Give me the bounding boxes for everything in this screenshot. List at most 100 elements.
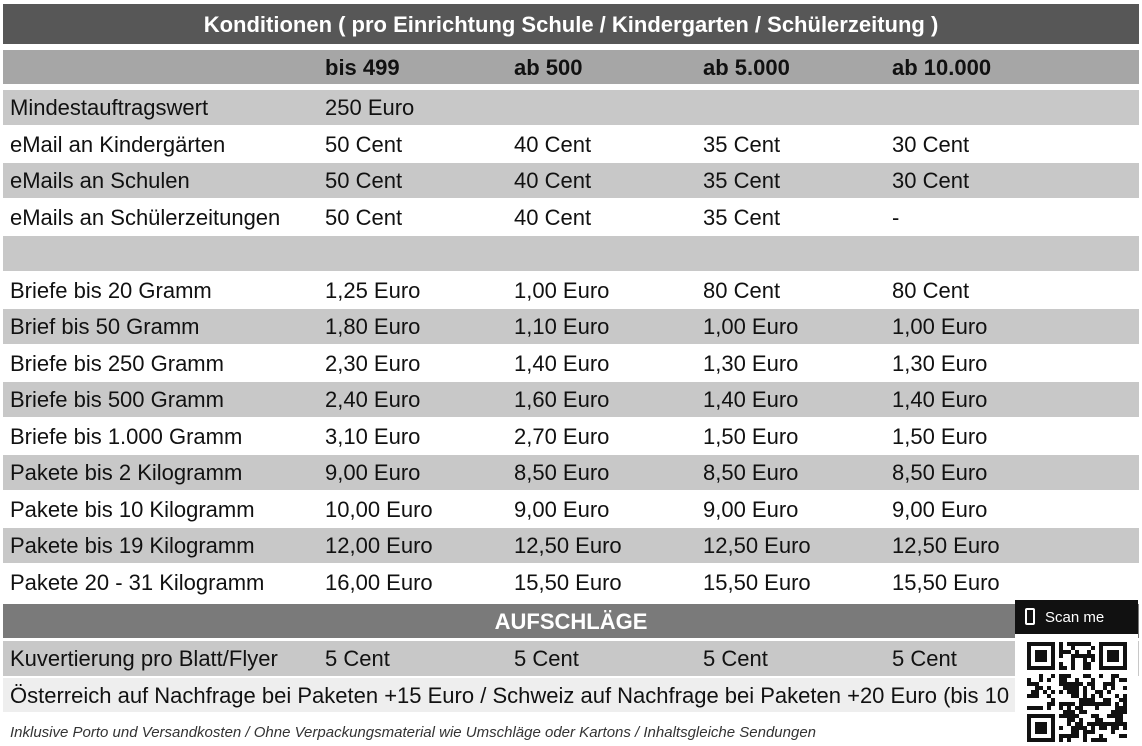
qr-module [1051,698,1055,702]
qr-module [1099,650,1103,654]
qr-module [1095,722,1099,726]
qr-module [1043,650,1047,654]
qr-module [1107,690,1111,694]
qr-module [1027,694,1031,698]
cell: 2,30 Euro [325,350,421,376]
qr-module [1027,642,1031,646]
qr-module [1059,666,1063,670]
qr-module [1083,734,1087,738]
qr-module [1063,710,1067,714]
qr-module [1111,674,1115,678]
qr-module [1051,650,1055,654]
qr-module [1111,658,1115,662]
qr-module [1075,734,1079,738]
qr-module [1087,662,1091,666]
cell: 12,00 Euro [325,533,433,558]
table-row: eMails an Schülerzeitungen 50 Cent 40 Cent… [3,199,1139,235]
row-label: Brief bis 50 Gramm [10,314,200,339]
qr-module [1091,686,1095,690]
cell: 80 Cent [703,277,781,303]
qr-module [1071,658,1075,662]
qr-module [1079,642,1083,646]
qr-module [1091,682,1095,686]
qr-module [1067,690,1071,694]
qr-module [1123,710,1127,714]
qr-module [1071,682,1075,686]
qr-module [1043,658,1047,662]
qr-module [1035,666,1039,670]
qr-module [1047,678,1051,682]
row-label: Briefe bis 20 Gramm [10,277,212,303]
qr-module [1087,730,1091,734]
table-row: Mindestauftragswert 250 Euro [3,90,1139,125]
qr-module [1039,686,1043,690]
qr-module [1091,714,1095,718]
section-title: AUFSCHLÄGE [494,609,648,634]
qr-module [1083,690,1087,694]
qr-module [1087,650,1091,654]
qr-module [1067,642,1071,646]
cell: 1,00 Euro [703,314,799,339]
qr-module [1035,682,1039,686]
cell: 5 Cent [703,646,768,671]
qr-module [1063,714,1067,718]
qr-module [1035,730,1039,734]
qr-module [1047,702,1051,706]
qr-module [1031,642,1035,646]
qr-module [1115,726,1119,730]
cell: 1,60 Euro [514,387,610,412]
qr-module [1083,726,1087,730]
table-row: Pakete bis 10 Kilogramm 10,00 Euro 9,00 Eu… [3,491,1139,527]
qr-module [1111,730,1115,734]
qr-module [1059,706,1063,710]
qr-module [1035,642,1039,646]
cell: 30 Cent [892,168,970,193]
qr-module [1119,678,1123,682]
qr-module [1027,706,1031,710]
qr-module [1035,694,1039,698]
qr-module [1075,682,1079,686]
cell: 1,10 Euro [514,314,610,339]
table-row: Pakete bis 2 Kilogramm 9,00 Euro 8,50 Euro… [3,455,1139,490]
qr-module [1103,686,1107,690]
qr-module [1051,690,1055,694]
cell: 250 Euro [325,95,415,120]
qr-module [1123,678,1127,682]
qr-module [1063,686,1067,690]
qr-module [1111,666,1115,670]
qr-module [1051,714,1055,718]
qr-module [1059,714,1063,718]
qr-module [1107,722,1111,726]
qr-module [1075,730,1079,734]
qr-module [1035,714,1039,718]
qr-module [1075,686,1079,690]
qr-module [1099,666,1103,670]
qr-module [1087,682,1091,686]
qr-module [1071,734,1075,738]
qr-module [1107,658,1111,662]
qr-module [1035,738,1039,742]
qr-module [1099,646,1103,650]
qr-module [1071,666,1075,670]
cell: 12,50 Euro [892,533,1000,558]
qr-module [1027,730,1031,734]
qr-module [1111,714,1115,718]
qr-module [1027,734,1031,738]
qr-module [1043,654,1047,658]
qr-module [1059,738,1063,742]
qr-module [1091,738,1095,742]
row-label: Kuvertierung pro Blatt/Flyer [10,646,278,671]
qr-module [1051,658,1055,662]
qr-module [1043,738,1047,742]
qr-module [1111,722,1115,726]
qr-module [1123,702,1127,706]
qr-module [1059,726,1063,730]
qr-module [1027,650,1031,654]
qr-module [1043,726,1047,730]
qr-module [1039,706,1043,710]
qr-module [1071,726,1075,730]
cell: 5 Cent [514,646,579,671]
qr-module [1111,642,1115,646]
note: Österreich auf Nachfrage bei Paketen +15… [10,683,1015,708]
qr-module [1035,690,1039,694]
